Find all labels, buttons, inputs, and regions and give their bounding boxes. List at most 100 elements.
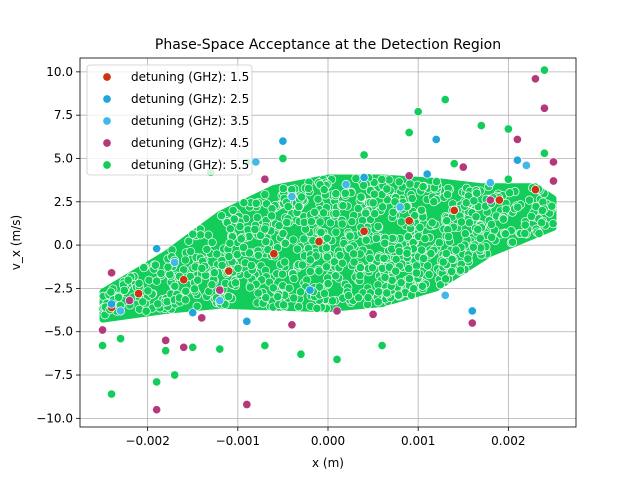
x-tick-label: 0.002 bbox=[491, 434, 525, 448]
y-tick-label: −10.0 bbox=[36, 411, 73, 425]
dense-point bbox=[513, 202, 523, 212]
scatter-point-series-2 bbox=[188, 308, 198, 318]
scatter-point-series-3 bbox=[287, 192, 297, 202]
dense-point bbox=[505, 188, 515, 198]
dense-point bbox=[435, 280, 445, 290]
dense-point bbox=[451, 245, 461, 255]
dense-point bbox=[429, 197, 439, 207]
dense-point bbox=[520, 228, 530, 239]
scatter-point-series-5 bbox=[359, 150, 369, 160]
scatter-point-series-1 bbox=[314, 237, 324, 247]
dense-point bbox=[463, 254, 473, 264]
dense-point bbox=[165, 269, 175, 280]
dense-point bbox=[337, 258, 347, 268]
dense-point bbox=[228, 205, 238, 215]
dense-point bbox=[119, 285, 129, 295]
scatter-point-series-5 bbox=[440, 95, 450, 105]
dense-point bbox=[278, 183, 288, 194]
scatter-point-series-4 bbox=[161, 335, 171, 345]
dense-point bbox=[260, 224, 270, 234]
dense-point bbox=[377, 202, 388, 212]
dense-point bbox=[253, 250, 263, 260]
dense-point bbox=[349, 257, 359, 267]
scatter-point-series-5 bbox=[215, 344, 225, 354]
scatter-point-series-3 bbox=[521, 160, 531, 170]
dense-point bbox=[508, 237, 518, 247]
chart-title: Phase-Space Acceptance at the Detection … bbox=[155, 37, 501, 53]
scatter-point-series-4 bbox=[539, 103, 549, 113]
dense-point bbox=[461, 198, 471, 208]
scatter-point-series-5 bbox=[97, 341, 108, 351]
scatter-point-series-2 bbox=[431, 134, 441, 144]
scatter-point-series-4 bbox=[242, 399, 252, 410]
scatter-point-series-3 bbox=[215, 295, 225, 306]
dense-point bbox=[486, 219, 497, 230]
dense-point bbox=[209, 268, 219, 278]
scatter-point-series-1 bbox=[404, 216, 414, 226]
dense-point bbox=[447, 254, 457, 264]
scatter-point-series-5 bbox=[539, 148, 549, 158]
dense-point bbox=[460, 229, 470, 239]
dense-point bbox=[319, 185, 329, 195]
dense-point bbox=[143, 286, 153, 296]
dense-point bbox=[410, 211, 420, 221]
scatter-point-series-5 bbox=[260, 341, 270, 351]
scatter-point-series-5 bbox=[188, 342, 198, 352]
dense-point bbox=[306, 216, 316, 227]
scatter-point-series-2 bbox=[512, 155, 522, 165]
dense-point bbox=[280, 257, 290, 267]
dense-point bbox=[537, 218, 547, 228]
legend-entry: detuning (GHz): 2.5 bbox=[131, 92, 249, 106]
dense-point bbox=[475, 233, 485, 243]
dense-point bbox=[236, 234, 246, 244]
dense-point bbox=[404, 274, 414, 284]
scatter-point-series-4 bbox=[485, 195, 495, 205]
y-axis-ticks: −10.0 −7.5 −5.0 −2.5 0.0 2.5 5.0 7.5 10.0 bbox=[36, 65, 80, 425]
dense-point bbox=[537, 205, 547, 216]
dense-point bbox=[520, 220, 530, 230]
scatter-point-series-5 bbox=[449, 159, 459, 169]
dense-point bbox=[432, 177, 442, 187]
scatter-point-series-4 bbox=[179, 342, 189, 352]
scatter-point-series-5 bbox=[107, 389, 117, 399]
dense-point bbox=[106, 287, 116, 297]
dense-point bbox=[250, 224, 260, 234]
x-axis-label: x (m) bbox=[312, 456, 344, 470]
dense-point bbox=[369, 189, 379, 199]
dense-point bbox=[349, 249, 359, 259]
dense-point bbox=[447, 266, 457, 277]
y-tick-label: 5.0 bbox=[54, 151, 73, 165]
dense-point bbox=[297, 260, 307, 270]
dense-point bbox=[524, 195, 535, 205]
dense-point bbox=[278, 229, 288, 239]
dense-point bbox=[144, 275, 154, 285]
dense-point bbox=[245, 282, 255, 292]
dense-point bbox=[225, 224, 235, 234]
dense-point bbox=[244, 248, 254, 258]
scatter-point-series-5 bbox=[503, 174, 513, 184]
dense-point bbox=[498, 214, 508, 224]
scatter-point-series-1 bbox=[269, 249, 279, 259]
dense-point bbox=[134, 278, 144, 288]
dense-point bbox=[256, 230, 266, 240]
dense-point bbox=[468, 242, 478, 252]
dense-point bbox=[345, 231, 355, 241]
dense-point bbox=[526, 211, 536, 221]
x-tick-label: 0.000 bbox=[311, 434, 345, 448]
dense-point bbox=[424, 270, 434, 280]
dense-point bbox=[534, 228, 544, 239]
dense-point bbox=[277, 269, 288, 279]
scatter-point-series-4 bbox=[197, 313, 207, 323]
dense-point bbox=[331, 208, 341, 219]
dense-point bbox=[296, 287, 306, 297]
dense-point bbox=[365, 253, 375, 263]
dense-point bbox=[305, 266, 315, 276]
scatter-point-series-3 bbox=[395, 202, 405, 212]
dense-point bbox=[325, 218, 335, 228]
dense-point bbox=[192, 301, 202, 311]
dense-point bbox=[473, 224, 483, 234]
dense-point bbox=[314, 266, 324, 276]
scatter-point-series-4 bbox=[97, 325, 108, 335]
dense-point bbox=[351, 173, 361, 184]
scatter-point-series-5 bbox=[476, 121, 486, 131]
